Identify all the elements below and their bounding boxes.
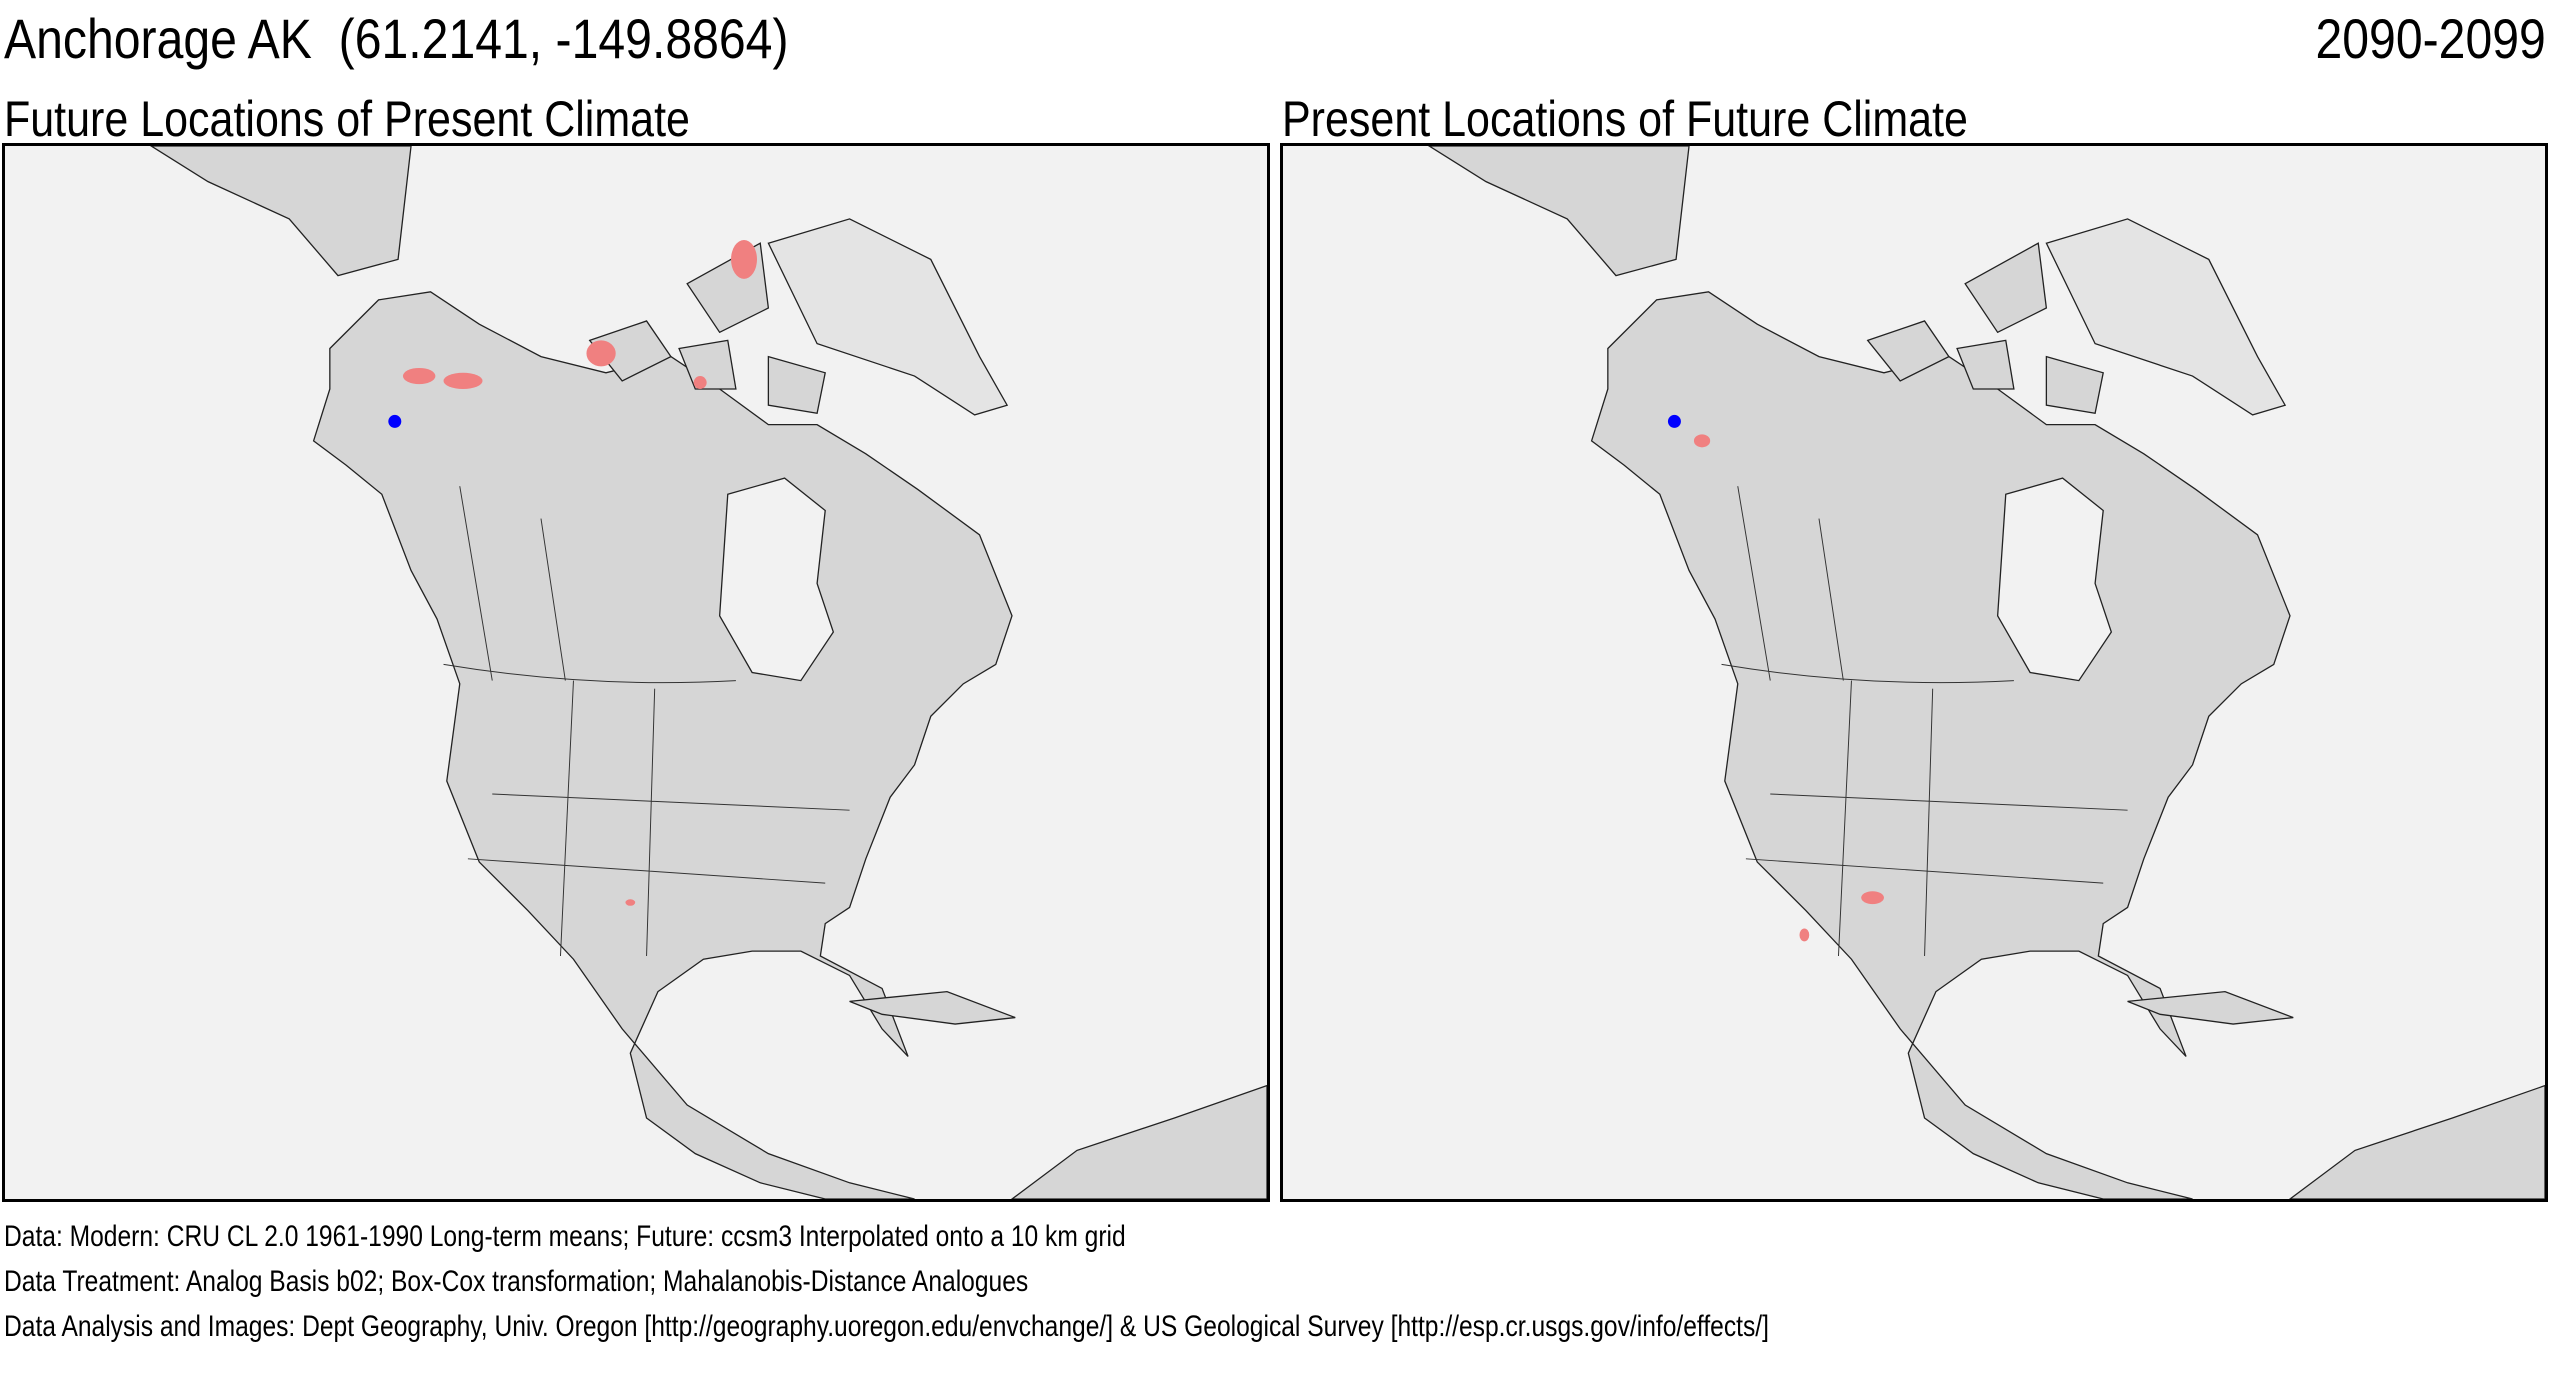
analog-patch: [625, 899, 636, 906]
land-basemap: [150, 146, 1267, 1199]
footer-credits: Data Analysis and Images: Dept Geography…: [4, 1310, 1769, 1343]
land-basemap: [1428, 146, 2545, 1199]
analog-patch: [731, 239, 758, 279]
analog-patch: [443, 372, 483, 389]
analog-patch: [1693, 434, 1711, 448]
left-map-title: Future Locations of Present Climate: [4, 91, 690, 147]
analog-areas: [402, 239, 758, 906]
footer-treatment: Data Treatment: Analog Basis b02; Box-Co…: [4, 1265, 1029, 1298]
analog-patch: [402, 367, 436, 385]
analog-patch: [1799, 928, 1810, 942]
location-marker: [388, 414, 402, 428]
right-map-title: Present Locations of Future Climate: [1282, 91, 1968, 147]
left-map: [2, 143, 1270, 1202]
location-marker: [1667, 414, 1681, 428]
analog-patch: [693, 376, 707, 389]
right-map: [1280, 143, 2548, 1202]
analog-areas: [1693, 434, 1884, 942]
analog-patch: [1861, 891, 1884, 905]
period-label: 2090-2099: [2315, 7, 2546, 70]
location-title: Anchorage AK (61.2141, -149.8864): [4, 7, 789, 70]
footer-data: Data: Modern: CRU CL 2.0 1961-1990 Long-…: [4, 1220, 1126, 1253]
analog-patch: [586, 340, 616, 367]
